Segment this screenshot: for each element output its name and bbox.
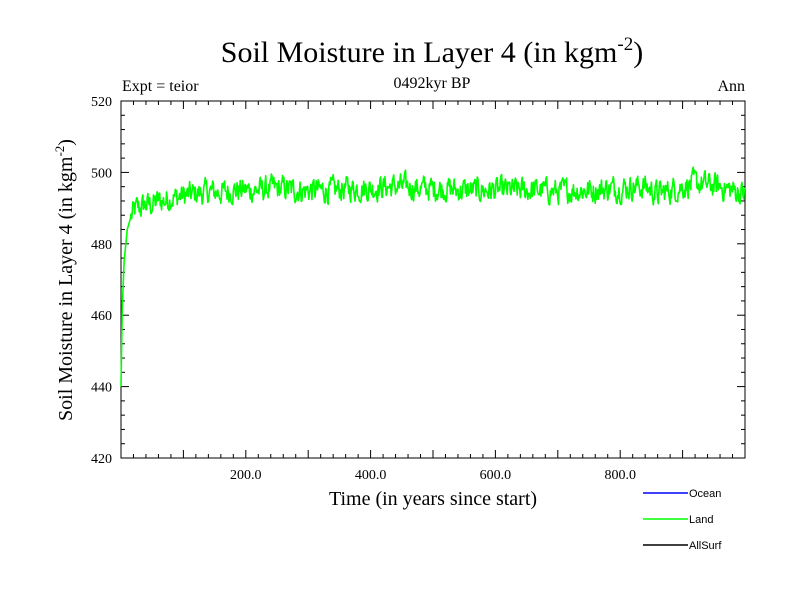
y-axis-ticks: 420 440 460 480 500 520 — [91, 95, 745, 467]
x-axis-label: Time (in years since start) — [329, 488, 537, 510]
x-tick-label: 800.0 — [604, 468, 636, 483]
legend: Ocean Land AllSurf — [643, 488, 722, 552]
y-tick-label: 440 — [91, 381, 112, 396]
plot-frame — [120, 100, 746, 459]
subtitle-experiment: Expt = teior — [122, 78, 199, 95]
y-tick-label: 500 — [91, 166, 112, 181]
y-axis-label-main: Soil Moisture in Layer 4 (in kgm — [55, 156, 77, 421]
subtitle-season: Ann — [717, 78, 745, 95]
chart-title: Soil Moisture in Layer 4 (in kgm-2) — [221, 34, 643, 69]
y-tick-label: 520 — [91, 95, 112, 110]
chart-title-close: ) — [633, 36, 643, 69]
y-tick-label: 420 — [91, 452, 112, 467]
y-axis-label-close: ) — [55, 139, 77, 146]
x-axis-ticks: 200.0 400.0 600.0 800.0 — [120, 101, 746, 483]
series-layer — [120, 166, 746, 387]
y-axis-label-superscript: -2 — [52, 146, 67, 157]
chart-title-superscript: -2 — [617, 34, 633, 55]
y-tick-label: 460 — [91, 309, 112, 324]
legend-label-allsurf: AllSurf — [689, 540, 722, 552]
x-tick-label: 600.0 — [480, 468, 512, 483]
legend-label-land: Land — [689, 514, 713, 526]
chart-title-main: Soil Moisture in Layer 4 (in kgm — [221, 36, 618, 69]
legend-label-ocean: Ocean — [689, 488, 721, 500]
x-tick-label: 200.0 — [230, 468, 262, 483]
x-tick-label: 400.0 — [355, 468, 387, 483]
series-line-land — [120, 166, 746, 387]
subtitle-period: 0492kyr BP — [394, 75, 471, 92]
y-tick-label: 480 — [91, 238, 112, 253]
y-axis-label: Soil Moisture in Layer 4 (in kgm-2) — [52, 139, 77, 421]
